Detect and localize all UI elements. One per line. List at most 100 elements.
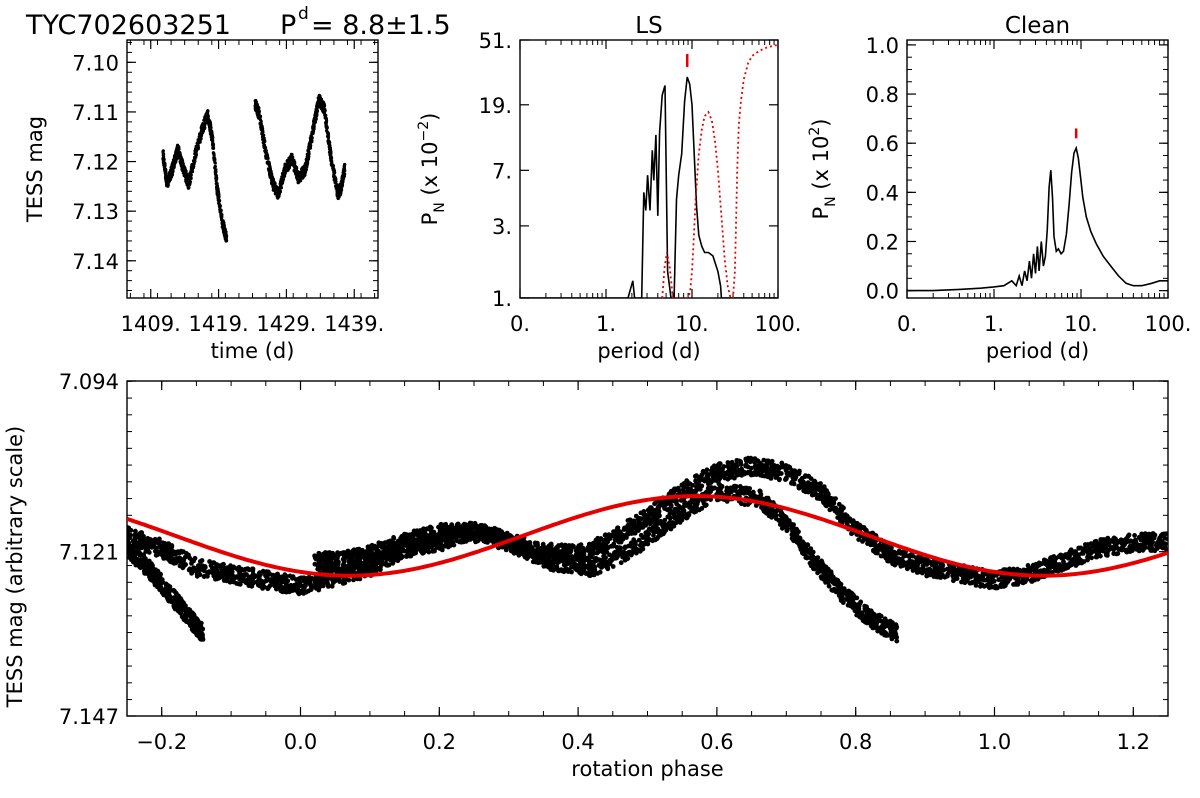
plot-frame xyxy=(906,39,1169,299)
data-point xyxy=(717,472,723,477)
data-point xyxy=(213,170,217,174)
data-point xyxy=(221,561,226,567)
data-point xyxy=(323,108,327,112)
data-point xyxy=(342,168,346,173)
data-point xyxy=(764,473,770,479)
data-point xyxy=(268,167,272,171)
data-point xyxy=(250,580,256,586)
data-point xyxy=(297,180,301,184)
data-point xyxy=(260,132,264,136)
data-point xyxy=(196,567,202,573)
data-point xyxy=(738,471,744,476)
period-superscript: d xyxy=(298,4,309,24)
panel-title: LS xyxy=(635,13,662,39)
data-point xyxy=(171,560,177,566)
data-point xyxy=(329,583,335,589)
x-tick-label: 0. xyxy=(510,312,530,336)
data-point xyxy=(885,558,890,564)
data-point xyxy=(783,476,789,482)
data-point xyxy=(161,149,165,153)
data-point xyxy=(286,168,290,172)
data-point xyxy=(209,125,213,130)
data-point xyxy=(218,205,222,209)
data-point xyxy=(216,198,220,202)
data-point xyxy=(818,481,823,486)
data-point xyxy=(650,513,656,519)
data-point xyxy=(706,472,712,477)
data-point xyxy=(332,174,336,179)
data-point xyxy=(540,541,546,547)
data-point xyxy=(832,508,838,514)
data-point xyxy=(647,506,652,512)
data-point xyxy=(216,191,220,195)
data-point xyxy=(611,541,617,547)
data-point xyxy=(314,110,318,114)
data-point xyxy=(319,99,323,103)
data-point xyxy=(632,530,638,536)
star-name: TYC702603251 xyxy=(25,10,231,41)
data-point xyxy=(408,553,414,559)
data-point xyxy=(777,465,783,470)
data-point xyxy=(732,475,737,481)
data-point xyxy=(641,509,647,514)
data-point xyxy=(203,115,207,119)
data-point xyxy=(265,586,271,592)
data-point xyxy=(878,553,884,559)
data-point xyxy=(261,137,265,142)
data-point xyxy=(725,469,730,475)
data-point xyxy=(187,566,193,572)
data-point xyxy=(264,152,268,156)
data-point xyxy=(664,507,670,513)
data-point xyxy=(207,559,213,564)
data-point xyxy=(188,171,192,175)
data-point xyxy=(177,152,181,156)
ls-series-periodogram xyxy=(520,76,778,298)
data-point xyxy=(806,489,811,495)
data-point xyxy=(1050,563,1055,568)
data-point xyxy=(208,119,212,123)
y-axis-label: TESS mag xyxy=(23,116,47,223)
y-axis-label: TESS mag (arbitrary scale) xyxy=(3,426,27,708)
data-point xyxy=(914,564,920,569)
data-point xyxy=(978,583,983,589)
data-point xyxy=(787,465,793,470)
data-point xyxy=(364,569,369,574)
data-point xyxy=(276,576,282,582)
data-point xyxy=(313,115,317,119)
data-point xyxy=(789,479,795,485)
data-point xyxy=(166,183,170,187)
data-point xyxy=(325,584,331,589)
data-point xyxy=(323,578,329,584)
data-point xyxy=(143,543,148,549)
data-point xyxy=(970,573,975,578)
data-point xyxy=(224,239,228,243)
y-tick-label: 1.0 xyxy=(866,34,899,58)
data-point xyxy=(882,551,888,557)
data-point xyxy=(674,498,679,504)
data-point xyxy=(1053,568,1059,574)
data-point xyxy=(730,469,735,474)
data-point xyxy=(286,159,290,163)
data-point xyxy=(211,136,215,140)
data-point xyxy=(199,558,205,563)
data-point xyxy=(621,533,626,538)
data-point xyxy=(260,128,264,132)
data-point xyxy=(738,459,743,465)
data-point xyxy=(170,173,174,177)
y-tick-label: 7.12 xyxy=(72,151,119,175)
data-point xyxy=(304,166,308,170)
data-point xyxy=(301,165,305,170)
data-point xyxy=(196,563,201,569)
y-tick-label: 1. xyxy=(492,287,512,311)
data-point xyxy=(171,168,175,172)
data-point xyxy=(1057,563,1063,569)
data-point xyxy=(250,566,256,572)
ls-series-window xyxy=(661,44,778,298)
data-point xyxy=(939,572,944,578)
data-point xyxy=(801,488,807,494)
data-point xyxy=(244,577,250,583)
data-point xyxy=(133,528,138,534)
data-point xyxy=(654,516,659,522)
